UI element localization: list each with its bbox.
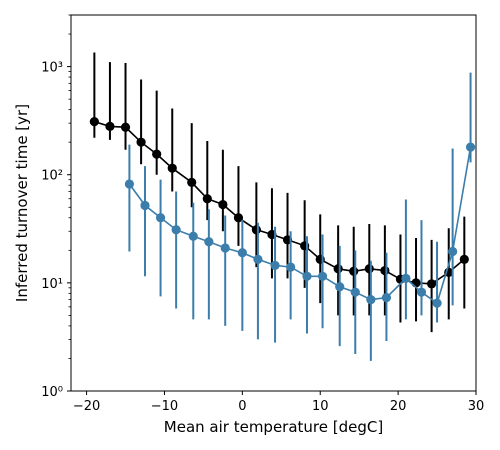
y-tick-label: 10³	[41, 61, 63, 76]
x-tick-label: 0	[238, 399, 246, 414]
data-point	[401, 273, 411, 283]
y-tick-label: 10²	[41, 169, 63, 184]
data-point	[364, 264, 374, 274]
data-point	[448, 246, 458, 257]
data-point	[317, 271, 328, 281]
data-point	[237, 248, 247, 258]
y-axis: 10⁰ 10¹ 10² 10³	[41, 14, 71, 400]
series-1	[89, 52, 469, 333]
data-point	[124, 179, 135, 189]
data-point	[302, 271, 312, 281]
x-tick-label: 10	[312, 399, 329, 414]
data-point	[251, 225, 261, 235]
data-point	[167, 163, 177, 173]
data-point	[152, 149, 162, 159]
data-point	[233, 213, 244, 223]
x-axis-label: Mean air temperature [degC]	[164, 418, 383, 436]
data-point	[105, 121, 115, 131]
data-point	[187, 177, 197, 187]
data-point	[335, 282, 345, 292]
y-tick-label: 10¹	[41, 277, 63, 292]
data-point	[333, 264, 343, 274]
x-tick-label: −20	[73, 399, 100, 414]
data-point	[381, 293, 392, 303]
data-point	[253, 254, 263, 264]
data-point	[270, 260, 280, 271]
data-point	[349, 266, 359, 276]
data-point	[188, 231, 198, 241]
x-tick-label: 30	[468, 399, 485, 414]
data-point	[366, 295, 376, 305]
data-point	[120, 122, 131, 132]
y-tick-label: 10⁰	[41, 385, 63, 400]
data-point	[171, 225, 181, 235]
plot-area	[89, 52, 476, 361]
y-axis-label: Inferred turnover time [yr]	[13, 104, 31, 302]
data-point	[202, 194, 212, 204]
data-point	[220, 243, 230, 253]
data-point	[155, 213, 166, 223]
data-point	[459, 254, 469, 264]
data-point	[427, 279, 437, 289]
data-point	[136, 137, 146, 147]
data-point	[416, 287, 427, 297]
data-point	[380, 265, 390, 276]
data-point	[140, 200, 150, 211]
x-tick-label: −10	[151, 399, 178, 414]
data-point	[350, 287, 360, 297]
data-point	[204, 237, 214, 247]
data-point	[286, 262, 296, 272]
x-tick-label: 20	[390, 399, 407, 414]
axes-frame	[70, 14, 477, 392]
series-2	[124, 72, 476, 361]
data-point	[432, 298, 442, 308]
series-line	[128, 146, 472, 305]
data-point	[218, 199, 228, 210]
data-point	[89, 116, 99, 127]
data-point	[465, 142, 476, 152]
x-axis: −20 −10 0 10 20 30	[73, 391, 484, 414]
data-point	[411, 278, 421, 288]
